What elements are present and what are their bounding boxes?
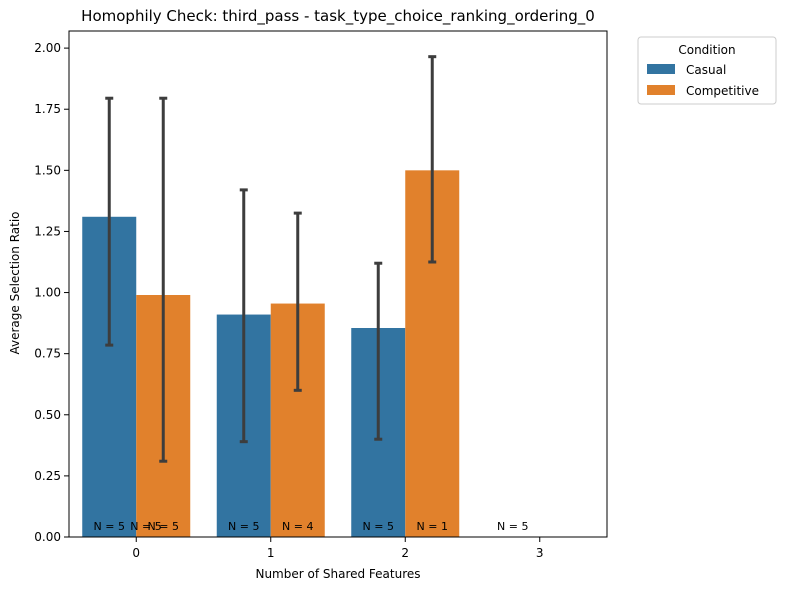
- n-label-casual-2: N = 5: [363, 520, 394, 533]
- n-label-casual-0: N = 5: [94, 520, 125, 533]
- error-bar-competitive-2: [428, 55, 437, 264]
- y-axis-label: Average Selection Ratio: [8, 211, 22, 354]
- y-tick-label: 1.00: [34, 286, 61, 300]
- error-bar-competitive-0: [159, 96, 168, 463]
- y-tick-label: 0.50: [34, 408, 61, 422]
- n-label-competitive-1: N = 4: [282, 520, 313, 533]
- chart-title: Homophily Check: third_pass - task_type_…: [81, 7, 595, 26]
- x-tick-label: 3: [536, 546, 544, 560]
- n-label-extra-0: N = 5: [130, 520, 161, 533]
- error-bar-casual-1: [239, 188, 248, 444]
- x-tick-label: 2: [401, 546, 409, 560]
- n-label-competitive-2: N = 1: [417, 520, 448, 533]
- x-tick-label: 0: [132, 546, 140, 560]
- y-tick-label: 1.25: [34, 224, 61, 238]
- y-tick-label: 1.75: [34, 102, 61, 116]
- x-axis-label: Number of Shared Features: [255, 567, 420, 581]
- n-label-casual-3: N = 5: [497, 520, 528, 533]
- y-tick-label: 2.00: [34, 41, 61, 55]
- legend-swatch-competitive: [647, 85, 675, 95]
- error-bar-casual-0: [105, 96, 114, 347]
- y-tick-label: 0.00: [34, 530, 61, 544]
- legend-title: Condition: [678, 43, 735, 57]
- y-tick-label: 0.75: [34, 347, 61, 361]
- legend-label-competitive: Competitive: [686, 84, 759, 98]
- y-tick-label: 1.50: [34, 163, 61, 177]
- error-bar-casual-2: [374, 261, 383, 441]
- n-label-competitive-0: N = 5: [148, 520, 179, 533]
- n-label-casual-1: N = 5: [228, 520, 259, 533]
- axes-frame: [68, 30, 608, 538]
- x-tick-label: 1: [267, 546, 275, 560]
- error-bar-competitive-1: [293, 211, 302, 392]
- legend: Condition Casual Competitive: [637, 36, 777, 105]
- y-tick-label: 0.25: [34, 469, 61, 483]
- legend-label-casual: Casual: [686, 63, 726, 77]
- legend-swatch-casual: [647, 64, 675, 74]
